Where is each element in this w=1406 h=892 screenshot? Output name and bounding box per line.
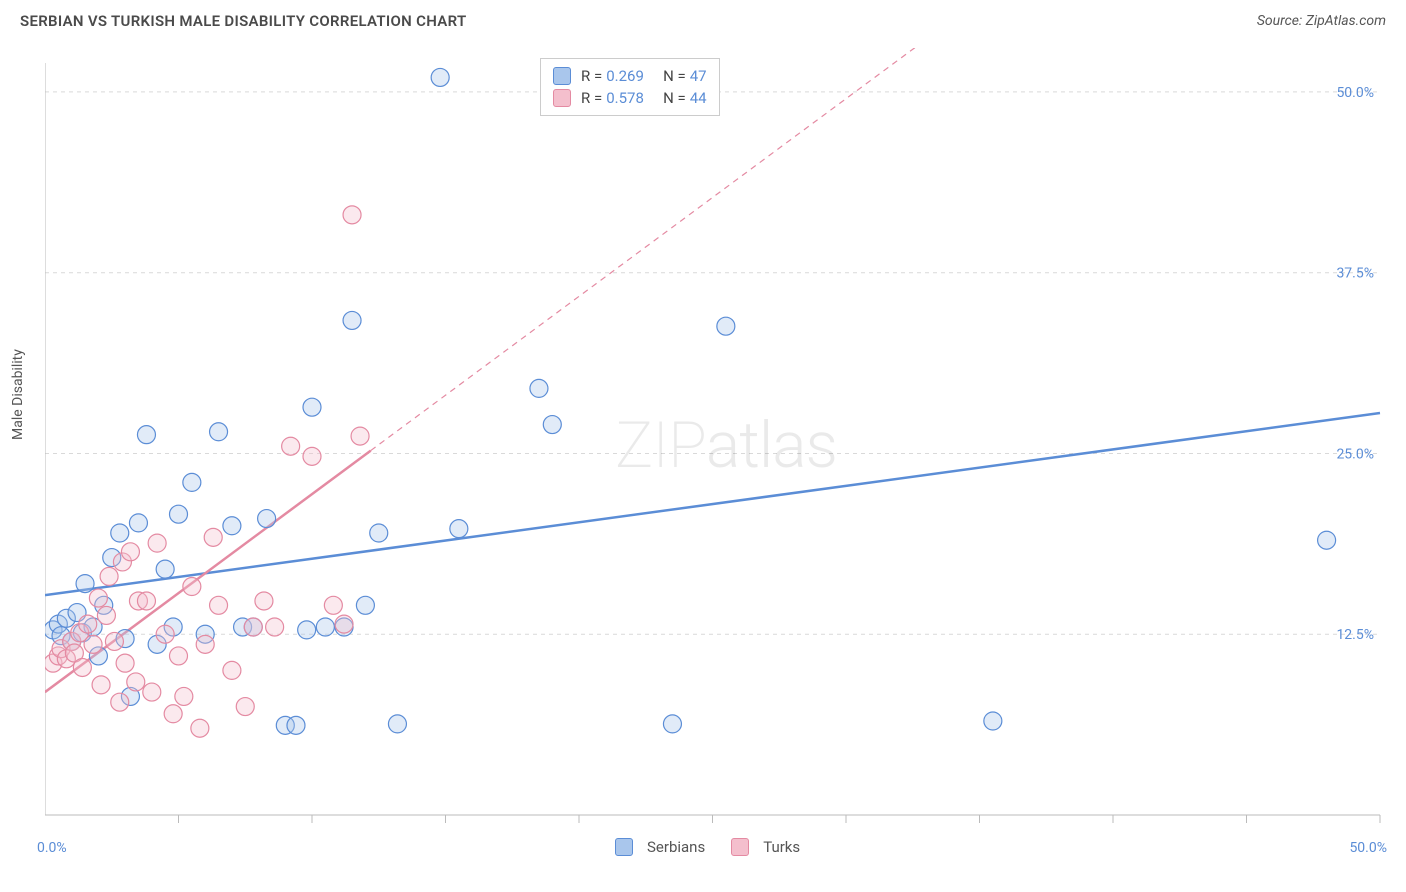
legend-swatch xyxy=(553,67,571,85)
legend-swatch xyxy=(731,838,749,856)
x-end-label: 50.0% xyxy=(1349,840,1387,856)
legend-row: R = 0.269 N = 47 xyxy=(553,65,707,87)
legend-row: R = 0.578 N = 44 xyxy=(553,87,707,109)
svg-text:25.0%: 25.0% xyxy=(1336,446,1374,462)
legend-series-label: Serbians xyxy=(647,838,705,856)
scatter-plot: 12.5% 25.0% 37.5% 50.0% xyxy=(45,48,1385,838)
legend-r-label: R = xyxy=(581,89,602,107)
chart-area: 12.5%25.0%37.5%50.0% R = 0.269 N = 47R =… xyxy=(45,48,1385,838)
legend-series-label: Turks xyxy=(763,838,800,856)
svg-text:50.0%: 50.0% xyxy=(1336,85,1374,101)
legend-n-value: 44 xyxy=(690,89,707,107)
legend-r-label: R = xyxy=(581,67,602,85)
legend-n-label: N = xyxy=(663,67,686,85)
y-axis-label: Male Disability xyxy=(10,349,26,440)
x-origin-label: 0.0% xyxy=(37,840,67,856)
chart-header: SERBIAN VS TURKISH MALE DISABILITY CORRE… xyxy=(0,0,1406,38)
chart-title: SERBIAN VS TURKISH MALE DISABILITY CORRE… xyxy=(20,12,466,30)
svg-text:37.5%: 37.5% xyxy=(1336,266,1374,282)
svg-text:12.5%: 12.5% xyxy=(1336,627,1374,643)
legend-r-value: 0.578 xyxy=(606,89,644,107)
legend-n-value: 47 xyxy=(690,67,707,85)
correlation-legend: R = 0.269 N = 47R = 0.578 N = 44 xyxy=(540,58,720,116)
legend-swatch xyxy=(615,838,633,856)
series-legend: Serbians Turks xyxy=(615,838,818,856)
chart-source: Source: ZipAtlas.com xyxy=(1257,13,1386,29)
legend-n-label: N = xyxy=(663,89,686,107)
legend-swatch xyxy=(553,89,571,107)
legend-r-value: 0.269 xyxy=(606,67,644,85)
